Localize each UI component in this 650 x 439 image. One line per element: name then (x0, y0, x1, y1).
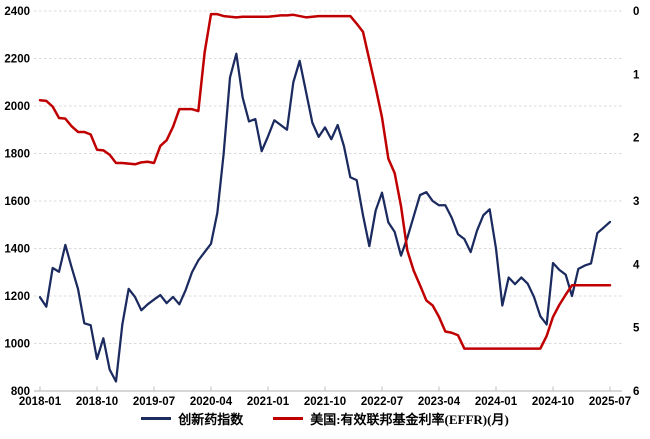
legend-line-swatch-red (273, 417, 304, 420)
left-axis-label: 2000 (4, 101, 30, 113)
x-axis-label: 2018-10 (76, 396, 118, 408)
legend-item-effr: 美国:有效联邦基金利率(EFFR)(月) (273, 409, 509, 428)
legend-label-effr: 美国:有效联邦基金利率(EFFR)(月) (310, 412, 509, 427)
right-axis-label: 2 (633, 133, 639, 145)
right-axis-label: 3 (633, 196, 639, 208)
legend: 创新药指数 美国:有效联邦基金利率(EFFR)(月) (0, 409, 650, 428)
right-axis-label: 4 (633, 259, 640, 271)
left-axis-label: 1400 (4, 244, 30, 256)
left-axis-label: 2200 (4, 54, 30, 66)
x-axis-label: 2020-04 (190, 396, 233, 408)
right-axis-label: 5 (633, 323, 640, 335)
x-axis-label: 2024-01 (475, 396, 518, 408)
right-axis-label: 6 (633, 386, 639, 398)
left-axis-label: 2400 (4, 6, 30, 18)
series-line-innovation-index (38, 52, 612, 383)
x-axis-label: 2021-10 (304, 396, 346, 408)
x-axis-label: 2019-07 (133, 396, 175, 408)
series-line-effr (38, 12, 612, 350)
left-axis-label: 1800 (4, 149, 30, 161)
x-axis-label: 2018-01 (19, 396, 62, 408)
x-axis-label: 2024-10 (532, 396, 574, 408)
legend-label-innovation-index: 创新药指数 (178, 412, 244, 427)
left-axis-label: 1600 (4, 196, 30, 208)
x-axis-label: 2022-07 (361, 396, 403, 408)
left-axis-label: 1000 (4, 339, 30, 351)
legend-item-innovation-index: 创新药指数 (141, 409, 243, 428)
x-axis-label: 2021-01 (247, 396, 290, 408)
legend-line-swatch-blue (141, 417, 172, 420)
right-axis-label: 0 (633, 6, 639, 18)
x-axis-label: 2025-07 (589, 396, 631, 408)
right-axis-label: 1 (633, 69, 640, 81)
left-axis-label: 800 (11, 386, 30, 398)
x-axis-label: 2023-04 (418, 396, 461, 408)
left-axis-label: 1200 (4, 291, 30, 303)
